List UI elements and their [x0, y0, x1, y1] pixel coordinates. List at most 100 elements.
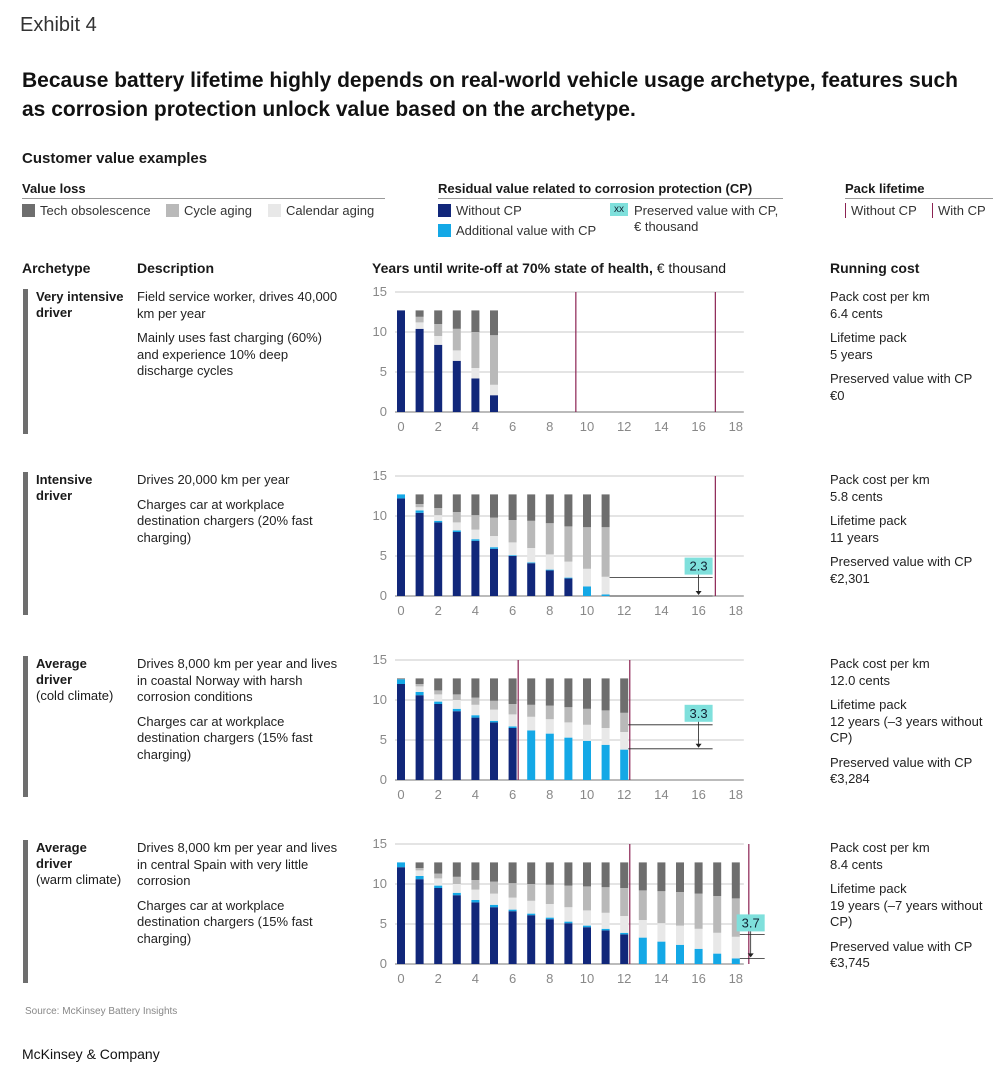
running-label: Lifetime pack — [830, 881, 907, 896]
x-tick-label: 4 — [472, 971, 479, 986]
bar-additional-cp — [508, 726, 517, 728]
x-tick-label: 6 — [509, 787, 516, 802]
y-tick-label: 5 — [380, 364, 387, 379]
bar-cycle — [527, 704, 536, 717]
bar-without-cp — [508, 556, 517, 596]
bar-additional-cp — [452, 530, 461, 532]
bar-calendar — [638, 920, 647, 938]
bar-additional-cp — [713, 953, 722, 964]
bar-cycle — [620, 712, 629, 732]
running-label: Pack cost per km — [830, 656, 930, 671]
legend-lifetime-with: With CP — [932, 203, 986, 218]
bar-cycle — [490, 700, 498, 710]
x-tick-label: 0 — [397, 603, 404, 618]
bar-tech-obsolescence — [434, 678, 443, 691]
legend-additional-cp-label: Additional value with CP — [456, 223, 597, 238]
bar-tech-obsolescence — [601, 494, 610, 528]
running-value: 19 years (–7 years without CP) — [830, 897, 983, 930]
bar-cycle — [452, 876, 461, 884]
bar-calendar — [657, 923, 666, 942]
running-cost: Pack cost per km 6.4 cents Lifetime pack… — [830, 289, 995, 412]
x-tick-label: 16 — [691, 419, 705, 434]
bar-calendar — [583, 724, 591, 741]
chart-very-intensive-driver: 0 5 10 15 0 2 4 6 8 10 12 14 16 18 — [373, 284, 744, 434]
bar-cycle — [471, 515, 480, 530]
bar-tech-obsolescence — [434, 310, 443, 324]
bar-cycle — [545, 523, 554, 555]
bar-calendar — [434, 878, 443, 886]
bar-cycle — [694, 893, 703, 929]
header-chart-unit: € thousand — [656, 260, 727, 276]
y-tick-label: 10 — [373, 692, 387, 707]
bar-tech-obsolescence — [564, 862, 573, 886]
bar-calendar — [452, 884, 461, 893]
running-value: 11 years — [830, 529, 879, 545]
x-tick-label: 10 — [580, 971, 594, 986]
bar-without-cp — [434, 344, 443, 412]
bar-without-cp — [397, 498, 405, 596]
legend-preserved-label: Preserved value with CP, € thousand — [634, 203, 779, 234]
running-label: Preserved value with CP — [830, 371, 973, 386]
bar-calendar — [415, 322, 424, 329]
bar-calendar — [601, 728, 610, 745]
x-tick-label: 8 — [546, 603, 553, 618]
bar-additional-cp — [434, 520, 443, 523]
bar-tech-obsolescence — [415, 494, 424, 504]
x-tick-label: 10 — [580, 419, 594, 434]
callout-value: 2.3 — [690, 559, 708, 574]
bar-tech-obsolescence — [452, 310, 461, 329]
bar-cycle — [490, 881, 498, 894]
x-tick-label: 12 — [617, 971, 631, 986]
header-description: Description — [137, 260, 215, 276]
bar-without-cp — [434, 888, 443, 964]
bar-without-cp — [490, 907, 498, 964]
company-logo-text: McKinsey & Company — [22, 1046, 160, 1062]
bar-calendar — [452, 700, 461, 709]
legend-rule — [22, 198, 385, 199]
bar-calendar — [415, 870, 424, 876]
x-tick-label: 14 — [654, 971, 668, 986]
bar-cycle — [415, 316, 424, 323]
exhibit-label: Exhibit 4 — [20, 14, 97, 36]
callout-arrowhead — [747, 953, 754, 958]
bar-cycle — [471, 332, 480, 368]
y-tick-label: 15 — [373, 468, 387, 483]
subtitle: Customer value examples — [22, 150, 208, 167]
archetype-name-bold: Average driver — [36, 840, 87, 871]
y-tick-label: 5 — [380, 916, 387, 931]
archetype-name-bold: Average driver — [36, 656, 87, 687]
legend-value-loss-heading: Value loss — [22, 181, 86, 196]
x-tick-label: 16 — [691, 603, 705, 618]
y-tick-label: 10 — [373, 324, 387, 339]
bar-additional-cp — [620, 932, 629, 935]
legend-cycle: Cycle aging — [166, 203, 252, 218]
callout-value: 3.7 — [742, 915, 760, 930]
bar-tech-obsolescence — [694, 862, 703, 894]
bar-cycle — [490, 517, 498, 536]
bar-tech-obsolescence — [508, 494, 517, 520]
legend-rule — [845, 198, 993, 199]
bar-additional-cp — [564, 577, 573, 579]
legend-additional-cp: Additional value with CP — [438, 223, 596, 238]
bar-without-cp — [471, 378, 480, 412]
running-label: Lifetime pack — [830, 513, 907, 528]
bar-tech-obsolescence — [490, 678, 498, 701]
calendar-swatch — [268, 204, 281, 217]
description-line: Charges car at workplace destination cha… — [137, 897, 313, 946]
bar-tech-obsolescence — [731, 862, 740, 899]
bar-calendar — [415, 686, 424, 692]
bar-tech-obsolescence — [434, 862, 443, 874]
bar-cycle — [434, 690, 443, 695]
bar-calendar — [564, 722, 573, 738]
bar-cycle — [620, 888, 629, 916]
bar-cycle — [676, 892, 684, 926]
bar-additional-cp — [527, 913, 536, 916]
bar-without-cp — [397, 310, 405, 412]
bar-calendar — [676, 925, 684, 945]
archetype-description: Field service worker, drives 40,000 km p… — [137, 289, 342, 388]
bar-cycle — [452, 512, 461, 523]
callout-box — [684, 704, 713, 722]
running-label: Lifetime pack — [830, 697, 907, 712]
archetype-name: Average driver (warm climate) — [36, 840, 126, 888]
bar-additional-cp — [731, 958, 740, 964]
